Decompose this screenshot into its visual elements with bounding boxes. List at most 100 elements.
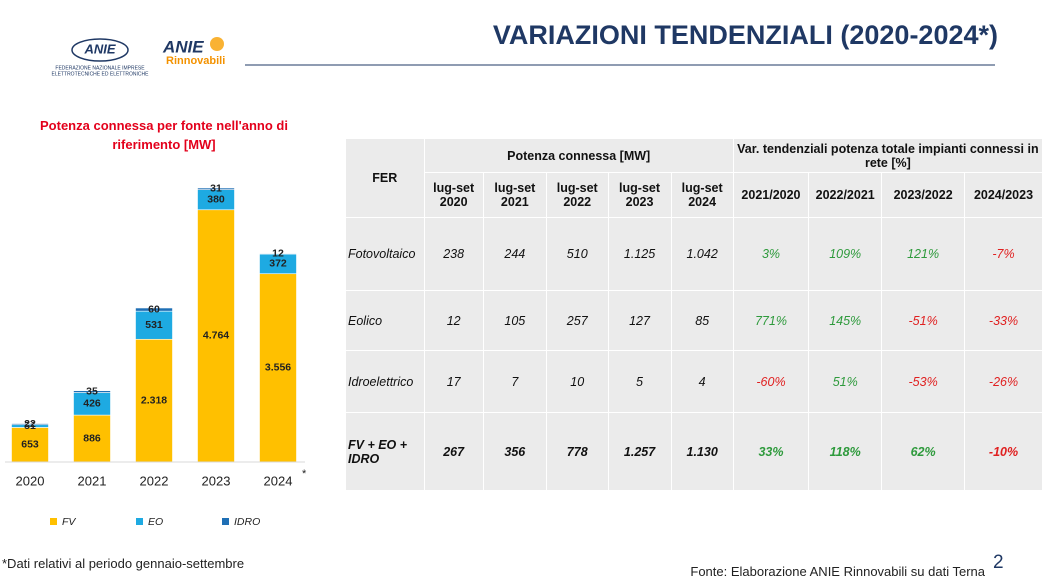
- table-cell: 105: [482, 290, 547, 351]
- data-label: 35: [86, 385, 98, 397]
- data-label: 886: [83, 432, 101, 444]
- table-cell: 3%: [732, 217, 810, 291]
- table-cell: lug-set 2022: [545, 172, 609, 218]
- table-row: Eolico 12 105 257 127 85 771% 145% -51% -33%: [345, 290, 1043, 351]
- data-label: 372: [269, 258, 287, 270]
- table-cell: -60%: [732, 350, 810, 413]
- table-cell: 1.130: [670, 412, 734, 491]
- logo-text: ELETTROTECNICHE ED ELETTRONICHE: [52, 71, 150, 77]
- table-cell: 127: [607, 290, 672, 351]
- table-cell: 2023/2022: [881, 172, 966, 218]
- table-cell: 778: [545, 412, 609, 491]
- bar-segment: [135, 310, 173, 340]
- table-cell: 1.257: [607, 412, 672, 491]
- source: Fonte: Elaborazione ANIE Rinnovabili su …: [690, 564, 985, 579]
- table-cell: 510: [545, 217, 609, 291]
- legend-label: IDRO: [234, 516, 260, 528]
- legend-swatch: [222, 518, 229, 525]
- x-tick-label: 2021: [78, 473, 107, 488]
- bar-segment: [259, 253, 297, 255]
- data-label: 4.764: [203, 330, 229, 342]
- table-cell: 267: [423, 412, 484, 491]
- table-cell: 4: [670, 350, 734, 413]
- table-cell: FER: [345, 138, 425, 218]
- logo-text: ANIE: [83, 41, 115, 56]
- table-row: lug-set 2020 lug-set 2021 lug-set 2022 lug-…: [346, 172, 1043, 218]
- table-cell: lug-set 2020: [423, 172, 484, 218]
- table-cell: lug-set 2023: [607, 172, 672, 218]
- table-cell: Potenza connessa [MW]: [423, 138, 734, 173]
- table-cell: 85: [670, 290, 734, 351]
- data-label: 12: [272, 247, 284, 259]
- slide-title: VARIAZIONI TENDENZIALI (2020-2024*): [492, 20, 998, 50]
- table-cell: 7: [482, 350, 547, 413]
- data-label: 31: [210, 183, 222, 195]
- data-label: 380: [207, 193, 225, 205]
- table-cell: FV + EO + IDRO: [345, 412, 425, 491]
- bar-segment: [73, 414, 111, 463]
- data-label: 22: [24, 418, 36, 430]
- data-label: 3.556: [265, 362, 291, 374]
- table-cell: 33%: [732, 412, 810, 491]
- table-cell: Fotovoltaico: [345, 217, 425, 291]
- table-cell: 771%: [732, 290, 810, 351]
- data-label: 426: [83, 398, 101, 410]
- chart-title: Potenza connessa per fonte nell'anno di …: [40, 118, 288, 152]
- bar-segment: [11, 423, 49, 426]
- table-cell: Var. tendenziali potenza totale impianti…: [732, 138, 1043, 173]
- footnote: *Dati relativi al periodo gennaio-settem…: [2, 556, 245, 571]
- data-label: 531: [145, 319, 163, 331]
- table-cell: 2022/2021: [808, 172, 883, 218]
- logo-text: FEDERAZIONE NAZIONALE IMPRESE: [55, 65, 145, 71]
- data-label: 653: [21, 438, 39, 450]
- table-row: FV + EO + IDRO 267 356 778 1.257 1.130 33% 118%…: [345, 412, 1043, 491]
- x-tick-label: 2022: [140, 473, 169, 488]
- category-note: *: [302, 468, 307, 480]
- table-cell: 118%: [808, 412, 883, 491]
- logo-text: ANIE: [162, 37, 204, 56]
- logo-oval: [71, 38, 129, 62]
- table-cell: -33%: [964, 290, 1043, 351]
- table-cell: lug-set 2021: [482, 172, 547, 218]
- bar-segment: [259, 273, 297, 463]
- bar-segment: [197, 187, 235, 190]
- table-cell: 51%: [808, 350, 883, 413]
- x-tick-label: 2020: [16, 473, 45, 488]
- table-cell: 356: [482, 412, 547, 491]
- bar-segment: [135, 338, 173, 463]
- table-cell: Idroelettrico: [345, 350, 425, 413]
- table-cell: 5: [607, 350, 672, 413]
- table-cell: -26%: [964, 350, 1043, 413]
- data-label: 51: [24, 420, 36, 432]
- bar-segment: [73, 390, 111, 393]
- table-cell: 1.042: [670, 217, 734, 291]
- table-cell: 121%: [881, 217, 966, 291]
- x-tick-label: 2023: [202, 473, 231, 488]
- table-row: FER Potenza connessa [MW] Var. tendenziali…: [345, 138, 1043, 218]
- table-cell: 12: [423, 290, 484, 351]
- table-cell: lug-set 2024: [670, 172, 734, 218]
- legend-label: EO: [148, 516, 163, 528]
- table-cell: -51%: [881, 290, 966, 351]
- legend-swatch: [136, 518, 143, 525]
- table-cell: 1.125: [607, 217, 672, 291]
- table-row: Fotovoltaico 238 244 510 1.125 1.042 3% 109% 121…: [345, 217, 1043, 291]
- data-label: 60: [148, 303, 160, 315]
- table-cell: Eolico: [345, 290, 425, 351]
- data-label: 2.318: [141, 394, 167, 406]
- table-cell: -7%: [964, 217, 1043, 291]
- table-cell: 257: [545, 290, 609, 351]
- table-cell: -10%: [964, 412, 1043, 491]
- table-cell: 2021/2020: [732, 172, 810, 218]
- legend-label: FV: [62, 516, 76, 528]
- table-cell: 17: [423, 350, 484, 413]
- table-cell: 145%: [808, 290, 883, 351]
- table-cell: 109%: [808, 217, 883, 291]
- table-cell: 238: [423, 217, 484, 291]
- page-number: 2: [993, 552, 1004, 573]
- legend-swatch: [50, 518, 57, 525]
- table-cell: -53%: [881, 350, 966, 413]
- table-cell: 10: [545, 350, 609, 413]
